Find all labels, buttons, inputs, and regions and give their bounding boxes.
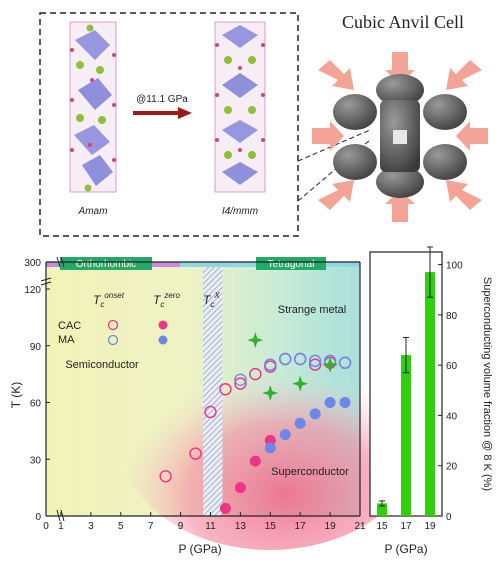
cac-onset-point <box>234 377 247 390</box>
y-tick-label: 90 <box>30 342 42 353</box>
volume-fraction-chart: 15 17 19 0 20 40 60 80 100 P (GPa) Superconducti… <box>369 246 493 556</box>
x-tick-label: 0 <box>43 521 49 532</box>
ma-onset-point <box>308 354 322 368</box>
legend-tc-x: TcX <box>203 291 220 309</box>
x-tick-label: 21 <box>354 521 366 532</box>
cac-title: Cubic Anvil Cell <box>342 12 464 32</box>
strange-metal-label: Strange metal <box>278 304 346 316</box>
semiconductor-label: Semiconductor <box>65 359 139 371</box>
ma-onset-point <box>279 352 292 366</box>
x-tick-label: 9 <box>178 521 184 532</box>
axis-breaks <box>40 256 65 522</box>
transition-band <box>203 262 223 516</box>
superconductor-label: Superconductor <box>271 466 349 478</box>
ortho-label: Orthorhombic <box>76 259 137 270</box>
volume-fraction-bar <box>377 503 387 516</box>
bar-y-tick-label: 60 <box>446 361 458 372</box>
cac-zero-point <box>234 482 246 494</box>
cac-onset-point <box>249 367 262 381</box>
ma-zero-point <box>294 417 306 429</box>
legend-cac-zero-marker <box>158 320 168 330</box>
cac-zero-point <box>264 434 276 446</box>
amam-structure <box>69 21 117 193</box>
bars <box>377 246 435 516</box>
bar-ticks: 15 17 19 0 20 40 60 80 100 <box>376 261 463 532</box>
x-axis-label: P (GPa) <box>178 542 221 556</box>
cac-onset-point <box>219 383 232 396</box>
cac-onset-point <box>189 447 202 460</box>
ortho-badge <box>60 257 152 270</box>
tetra-label: Tetragonal <box>268 259 315 270</box>
x-tick-label: 11 <box>205 521 216 532</box>
x-tick-label: 15 <box>265 521 277 532</box>
legend-tc-zero: Tczero <box>153 291 180 309</box>
legend-cac-label: CAC <box>58 320 81 332</box>
i4mmm-structure <box>214 21 266 193</box>
bar-y-tick-label: 20 <box>446 462 458 473</box>
structure-panel: Amam @11.1 GPa I4/mmm <box>39 12 299 237</box>
ma-onset-point <box>293 352 307 366</box>
cac-zero-point <box>249 455 261 467</box>
legend-ma-label: MA <box>58 334 75 346</box>
x-tick-label: 1 <box>58 521 64 532</box>
bar-x-axis-label: P (GPa) <box>384 542 427 556</box>
legend-ma-onset-marker <box>107 334 119 346</box>
bar-x-tick-label: 17 <box>400 521 412 532</box>
data-points <box>159 332 352 514</box>
tcx-star-marker <box>247 332 264 349</box>
ma-zero-point <box>264 442 276 454</box>
bar-y-axis-label: Superconducting volume fraction @ 8 K (%… <box>481 277 493 491</box>
volume-fraction-bar <box>425 272 435 516</box>
bar-y-tick-label: 0 <box>446 512 452 523</box>
y-tick-label: 60 <box>30 399 42 410</box>
legend-ma-zero-marker <box>158 335 168 345</box>
anvil-illustration <box>312 52 488 222</box>
x-tick-label: 3 <box>88 521 94 532</box>
x-tick-label: 7 <box>148 521 154 532</box>
i4mmm-label: I4/mmm <box>222 206 258 217</box>
ma-onset-point <box>264 358 277 371</box>
bar-y-tick-label: 100 <box>446 261 463 272</box>
y-tick-label: 300 <box>24 258 41 269</box>
ma-zero-point <box>339 397 351 408</box>
amam-label: Amam <box>78 206 108 217</box>
y-axis-label: T (K) <box>9 382 23 408</box>
x-tick-label: 17 <box>295 521 307 532</box>
x-tick-label: 19 <box>325 521 337 532</box>
y-tick-label: 120 <box>24 285 41 296</box>
ma-onset-point <box>338 356 352 369</box>
cac-onset-point <box>204 405 217 419</box>
legend-cac-onset-marker <box>107 319 119 331</box>
y-tick-label: 0 <box>35 512 41 523</box>
bar-x-tick-label: 19 <box>424 521 436 532</box>
tetra-badge <box>256 257 326 270</box>
ma-zero-point <box>309 408 321 420</box>
volume-fraction-bar <box>401 355 411 516</box>
bar-x-tick-label: 15 <box>376 521 388 532</box>
cac-onset-point <box>308 358 322 371</box>
cac-zero-point <box>219 502 231 514</box>
tcx-star-marker <box>292 375 309 392</box>
phase-diagram: Orthorhombic Tetragonal Semiconductor St… <box>9 256 420 556</box>
x-tick-label: 5 <box>118 521 124 532</box>
tcx-star-marker <box>322 356 339 373</box>
bar-y-tick-label: 40 <box>446 411 458 422</box>
tcx-star-marker <box>262 385 279 401</box>
legend-tc-onset: Tconset <box>93 291 125 309</box>
bar-y-tick-label: 80 <box>446 311 458 322</box>
legend: Tconset Tczero TcX CAC MA <box>58 291 220 346</box>
ma-zero-point <box>324 397 336 408</box>
arrow-label: @11.1 GPa <box>136 94 188 105</box>
x-tick-label: 13 <box>235 521 247 532</box>
ma-onset-point <box>234 373 247 386</box>
cac-onset-point <box>159 470 172 483</box>
y-tick-label: 30 <box>30 455 42 466</box>
ma-zero-point <box>279 429 291 441</box>
